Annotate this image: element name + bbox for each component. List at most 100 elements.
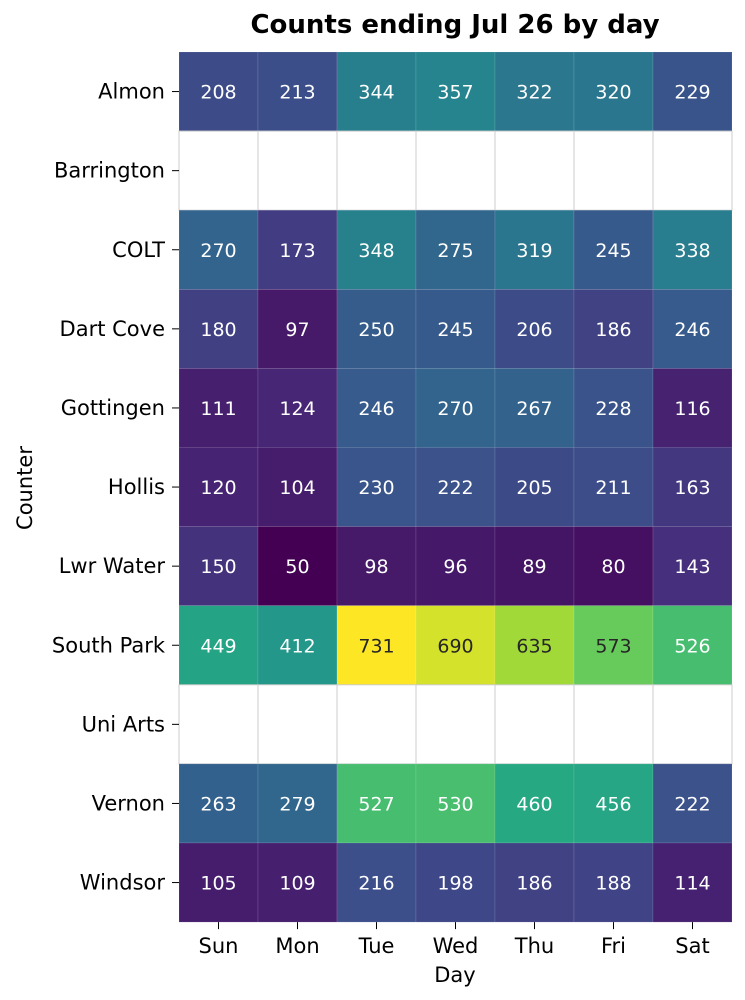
cell-value-label: 527 [358, 793, 394, 815]
y-tick-label: Lwr Water [59, 554, 166, 578]
heatmap-cell-empty [573, 684, 654, 765]
heatmap-cell-empty [178, 130, 259, 211]
heatmap-cell [336, 288, 417, 369]
y-tick-label: Almon [98, 80, 165, 104]
heatmap-cell [494, 51, 575, 132]
cell-value-label: 357 [437, 82, 473, 104]
cell-value-label: 211 [595, 477, 631, 499]
heatmap-cell [494, 842, 575, 923]
heatmap-cell [652, 209, 733, 290]
cell-value-label: 250 [358, 319, 394, 341]
cell-value-label: 205 [516, 477, 552, 499]
heatmap-cell [573, 526, 654, 606]
cell-value-label: 245 [437, 319, 473, 341]
cell-value-label: 213 [279, 82, 315, 104]
cell-value-label: 208 [200, 82, 236, 104]
cell-value-label: 573 [595, 635, 631, 657]
cell-value-label: 186 [516, 873, 552, 895]
cell-value-label: 173 [279, 240, 315, 262]
heatmap-cell [652, 288, 733, 369]
heatmap-cell [415, 605, 496, 686]
heatmap-cell [336, 209, 417, 290]
heatmap-cell [178, 447, 259, 527]
heatmap-cell [573, 288, 654, 369]
heatmap-cell [573, 368, 654, 448]
cell-value-label: 206 [516, 319, 552, 341]
cell-value-label: 116 [674, 398, 710, 420]
heatmap-cell-empty [573, 130, 654, 211]
cell-value-label: 222 [674, 793, 710, 815]
heatmap-cells: 208 213 344 357 322 320 229 270 173 348 275 319 245 3… [178, 51, 733, 923]
cell-value-label: 275 [437, 240, 473, 262]
heatmap-cell-empty [494, 130, 575, 211]
heatmap-cell [257, 288, 338, 369]
heatmap-cell [573, 605, 654, 686]
cell-value-label: 198 [437, 873, 473, 895]
cell-value-label: 731 [358, 635, 394, 657]
cell-value-label: 270 [200, 240, 236, 262]
y-tick-label: Windsor [80, 871, 166, 895]
cell-value-label: 263 [200, 793, 236, 815]
y-tick-label: Dart Cove [60, 317, 165, 341]
cell-value-label: 229 [674, 82, 710, 104]
heatmap-cell [415, 526, 496, 606]
chart-title: Counts ending Jul 26 by day [250, 10, 659, 40]
x-tick-label: Tue [358, 934, 395, 958]
heatmap-cell [178, 763, 259, 844]
heatmap-cell [178, 605, 259, 686]
cell-value-label: 246 [674, 319, 710, 341]
cell-value-label: 690 [437, 635, 473, 657]
y-tick-label: Uni Arts [82, 712, 165, 736]
cell-value-label: 449 [200, 635, 236, 657]
cell-value-label: 89 [522, 556, 546, 578]
cell-value-label: 109 [279, 873, 315, 895]
heatmap-cell [573, 842, 654, 923]
cell-value-label: 348 [358, 240, 394, 262]
heatmap-cell [178, 368, 259, 448]
heatmap-cell [494, 526, 575, 606]
cell-value-label: 105 [200, 873, 236, 895]
heatmap-cell [257, 763, 338, 844]
cell-value-label: 228 [595, 398, 631, 420]
heatmap-cell-empty [178, 684, 259, 765]
heatmap-cell [652, 368, 733, 448]
cell-value-label: 267 [516, 398, 552, 420]
cell-value-label: 412 [279, 635, 315, 657]
heatmap-cell-empty [415, 130, 496, 211]
heatmap-cell [573, 51, 654, 132]
x-tick-label: Thu [514, 934, 554, 958]
cell-value-label: 279 [279, 793, 315, 815]
cell-value-label: 111 [200, 398, 236, 420]
heatmap-cell [494, 209, 575, 290]
cell-value-label: 50 [285, 556, 309, 578]
heatmap-cell [336, 447, 417, 527]
cell-value-label: 319 [516, 240, 552, 262]
heatmap-cell [573, 763, 654, 844]
cell-value-label: 96 [443, 556, 467, 578]
heatmap-cell-empty [257, 684, 338, 765]
x-tick-label: Fri [601, 934, 626, 958]
heatmap-cell [652, 447, 733, 527]
x-axis-label: Day [434, 963, 475, 987]
y-tick-label: South Park [52, 633, 166, 657]
y-tick-labels: Almon Barrington COLT Dart Cove Gottingen Hol… [52, 80, 179, 895]
x-tick-label: Mon [275, 934, 319, 958]
cell-value-label: 80 [601, 556, 625, 578]
heatmap-cell-empty [652, 684, 733, 765]
cell-value-label: 114 [674, 873, 710, 895]
heatmap-cell [257, 51, 338, 132]
heatmap-cell [494, 605, 575, 686]
heatmap-cell-empty [415, 684, 496, 765]
cell-value-label: 456 [595, 793, 631, 815]
heatmap-cell [336, 605, 417, 686]
cell-value-label: 320 [595, 82, 631, 104]
heatmap-cell-empty [652, 130, 733, 211]
cell-value-label: 338 [674, 240, 710, 262]
y-tick-label: COLT [112, 238, 165, 262]
cell-value-label: 150 [200, 556, 236, 578]
cell-value-label: 222 [437, 477, 473, 499]
y-tick-label: Hollis [108, 475, 165, 499]
y-tick-label: Barrington [54, 159, 165, 183]
cell-value-label: 530 [437, 793, 473, 815]
